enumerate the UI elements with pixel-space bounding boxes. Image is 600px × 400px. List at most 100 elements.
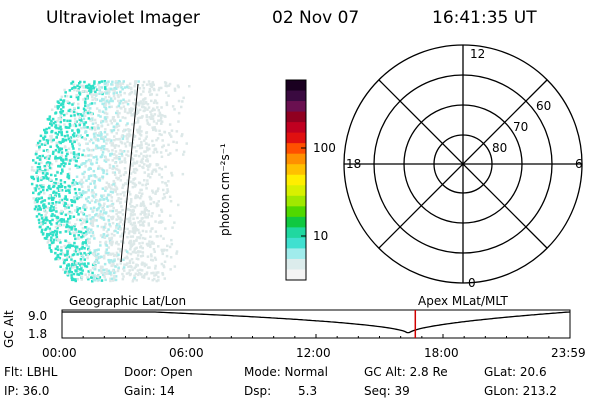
image-pixel	[54, 157, 57, 160]
image-pixel	[56, 248, 60, 251]
image-pixel	[80, 247, 83, 250]
image-pixel	[67, 159, 70, 162]
image-pixel	[134, 121, 137, 124]
image-pixel	[133, 266, 136, 270]
image-pixel	[141, 236, 145, 240]
image-pixel	[87, 177, 91, 180]
image-pixel	[60, 151, 64, 154]
image-pixel	[80, 223, 83, 226]
image-pixel	[72, 179, 75, 182]
image-pixel	[101, 273, 105, 277]
image-pixel	[112, 92, 115, 95]
image-pixel	[89, 182, 92, 185]
image-pixel	[60, 158, 64, 162]
image-pixel	[101, 177, 104, 180]
image-pixel	[120, 234, 123, 237]
image-pixel	[58, 140, 61, 144]
image-pixel	[152, 101, 156, 104]
image-pixel	[99, 210, 103, 213]
image-pixel	[131, 213, 134, 217]
image-pixel	[99, 234, 103, 237]
image-pixel	[55, 201, 58, 204]
image-pixel	[62, 261, 66, 265]
image-pixel	[114, 126, 117, 129]
image-pixel	[62, 164, 66, 168]
image-pixel	[110, 196, 114, 199]
image-pixel	[43, 167, 47, 170]
image-pixel	[150, 85, 154, 88]
image-pixel	[114, 229, 117, 233]
image-pixel	[88, 102, 92, 106]
image-pixel	[112, 183, 115, 186]
image-pixel	[37, 212, 41, 216]
image-pixel	[155, 202, 159, 205]
image-pixel	[91, 98, 94, 101]
image-pixel	[141, 221, 145, 224]
image-pixel	[100, 80, 104, 83]
image-pixel	[91, 116, 94, 120]
image-pixel	[81, 181, 85, 184]
image-pixel	[111, 269, 115, 273]
image-pixel	[47, 239, 50, 242]
image-pixel	[144, 206, 148, 210]
image-pixel	[76, 135, 80, 138]
image-pixel	[89, 251, 92, 254]
image-pixel	[99, 240, 102, 244]
image-pixel	[33, 187, 36, 190]
image-pixel	[102, 140, 106, 143]
image-pixel	[105, 92, 108, 95]
image-pixel	[105, 244, 109, 247]
image-pixel	[100, 135, 103, 138]
image-pixel	[170, 238, 173, 242]
image-pixel	[69, 140, 72, 143]
colorbar-segment	[286, 195, 306, 207]
image-pixel	[145, 159, 148, 162]
image-pixel	[105, 158, 108, 161]
image-pixel	[117, 80, 121, 83]
image-pixel	[32, 197, 35, 200]
image-pixel	[62, 105, 65, 109]
image-pixel	[43, 209, 46, 212]
image-pixel	[71, 129, 74, 132]
image-pixel	[59, 114, 62, 117]
image-pixel	[49, 122, 52, 125]
image-pixel	[54, 120, 57, 124]
image-pixel	[126, 84, 129, 87]
image-pixel	[36, 179, 40, 183]
image-pixel	[66, 119, 69, 123]
image-pixel	[85, 179, 88, 182]
image-pixel	[44, 174, 48, 177]
image-pixel	[148, 89, 152, 93]
image-pixel	[90, 126, 94, 130]
image-pixel	[109, 277, 112, 281]
image-pixel	[70, 274, 73, 277]
image-pixel	[135, 239, 138, 242]
image-pixel	[138, 126, 142, 130]
image-pixel	[133, 226, 136, 230]
image-pixel	[188, 85, 191, 88]
image-pixel	[80, 278, 83, 281]
image-pixel	[75, 262, 78, 265]
image-pixel	[59, 172, 63, 175]
image-pixel	[107, 214, 110, 218]
image-pixel	[36, 204, 40, 208]
image-pixel	[130, 109, 134, 112]
image-pixel	[72, 158, 76, 162]
image-pixel	[168, 195, 172, 198]
image-pixel	[76, 98, 80, 101]
image-pixel	[44, 130, 47, 133]
image-pixel	[146, 244, 150, 247]
image-pixel	[75, 138, 79, 142]
image-pixel	[58, 199, 62, 202]
image-pixel	[129, 222, 133, 226]
image-pixel	[119, 149, 122, 152]
image-pixel	[148, 266, 151, 269]
image-pixel	[147, 277, 150, 280]
image-pixel	[107, 246, 110, 249]
image-pixel	[118, 225, 121, 228]
image-pixel	[81, 269, 84, 272]
image-pixel	[49, 138, 52, 141]
image-pixel	[147, 210, 151, 213]
image-pixel	[173, 89, 177, 92]
image-pixel	[158, 86, 161, 90]
